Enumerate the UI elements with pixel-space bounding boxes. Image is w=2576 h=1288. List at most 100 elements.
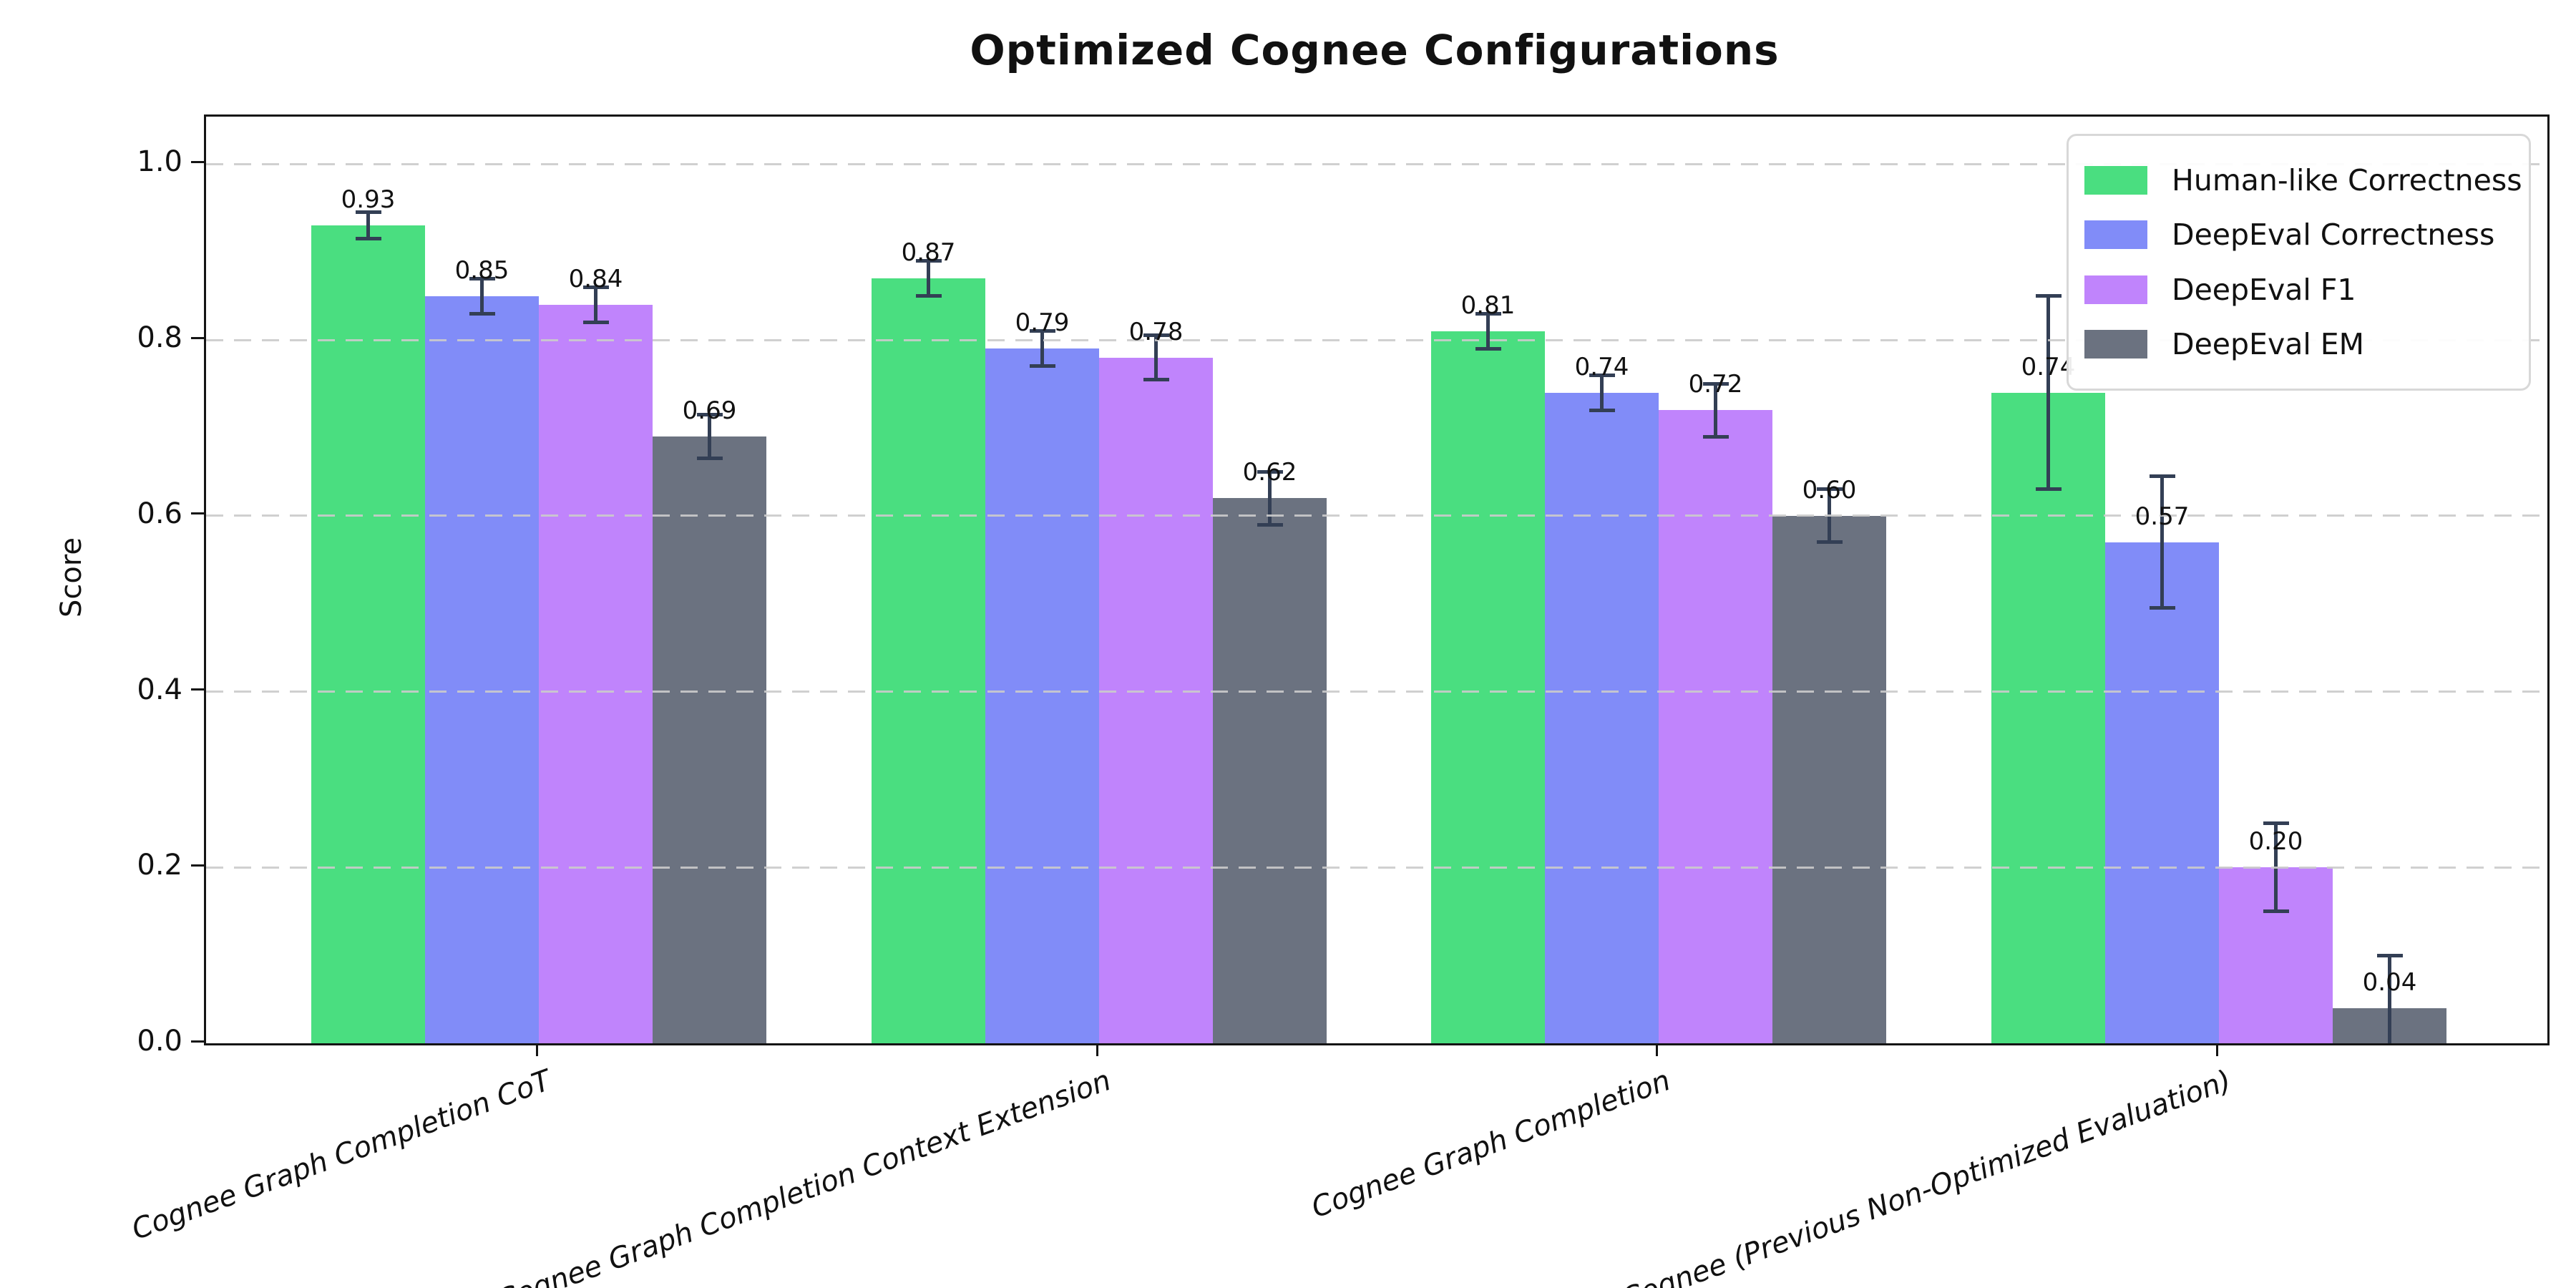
y-tick-label: 1.0 [137, 145, 182, 179]
legend-item: DeepEval EM [2084, 327, 2513, 361]
error-bar [927, 260, 930, 296]
error-bar-cap [696, 457, 723, 461]
bar-value-label: 0.69 [682, 396, 737, 426]
error-bar-cap [2149, 474, 2175, 478]
error-bar-cap [1589, 373, 1615, 377]
error-bar [480, 278, 484, 314]
gridline [206, 514, 2547, 517]
legend-label: DeepEval Correctness [2172, 218, 2495, 253]
bar-deepeval-correctness [1545, 392, 1659, 1043]
error-bar-cap [469, 311, 495, 316]
bar-value-label: 0.57 [2135, 502, 2190, 531]
bar-value-label: 0.74 [1574, 352, 1629, 381]
gridline [206, 338, 2547, 341]
error-bar-cap [1702, 434, 1729, 439]
bar-value-label: 0.74 [2021, 352, 2076, 381]
error-bar [1268, 472, 1272, 525]
bar-value-label: 0.04 [2362, 967, 2417, 997]
y-tick-mark [191, 1040, 204, 1043]
legend: Human-like Correctness DeepEval Correctne… [2067, 134, 2531, 391]
error-bar [2160, 476, 2164, 608]
x-tick-mark [1096, 1043, 1098, 1056]
y-tick-mark [191, 864, 204, 867]
x-tick-mark [535, 1043, 538, 1056]
error-bar [2388, 955, 2391, 1043]
gridline [206, 691, 2547, 693]
error-bar-cap [1702, 381, 1729, 386]
bar-value-label: 0.78 [1128, 317, 1184, 346]
bar-value-label: 0.20 [2248, 827, 2303, 857]
error-bar-cap [1257, 469, 1283, 474]
gridline [206, 866, 2547, 869]
y-tick-label: 0.8 [137, 321, 182, 355]
error-bar-cap [1257, 522, 1283, 527]
error-bar [1486, 313, 1490, 349]
error-bar-cap [1029, 329, 1055, 333]
error-bar-cap [355, 237, 381, 241]
bar-deepeval-em [1772, 515, 1886, 1043]
bar-value-label: 0.81 [1460, 291, 1516, 320]
y-tick-mark [191, 336, 204, 339]
error-bar [2046, 296, 2050, 489]
error-bar [366, 212, 370, 239]
error-bar-cap [469, 276, 495, 280]
y-tick-mark [191, 688, 204, 691]
bar-deepeval-correctness [985, 348, 1099, 1043]
bar-human-like-correctness [311, 225, 425, 1043]
bar-deepeval-f1 [1659, 410, 1772, 1043]
error-bar [1154, 335, 1158, 380]
bar-value-label: 0.62 [1242, 458, 1297, 487]
error-bar-cap [915, 258, 942, 263]
error-bar-cap [2263, 909, 2289, 914]
error-bar [594, 287, 597, 323]
error-bar-cap [1475, 311, 1501, 316]
bar-value-label: 0.84 [568, 264, 623, 293]
error-bar-cap [582, 320, 609, 324]
y-tick-mark [191, 512, 204, 515]
error-bar-cap [1816, 487, 1843, 492]
legend-item: DeepEval F1 [2084, 273, 2513, 307]
bar-human-like-correctness [1431, 331, 1545, 1043]
error-bar [1040, 331, 1044, 366]
error-bar-cap [2149, 606, 2175, 610]
x-tick-label: Cognee Graph Completion [1307, 1064, 1675, 1225]
x-tick-mark [1655, 1043, 1658, 1056]
bar-deepeval-f1 [1099, 357, 1213, 1043]
y-tick-label: 0.0 [137, 1025, 182, 1058]
legend-label: DeepEval F1 [2172, 272, 2356, 307]
y-tick-mark [191, 160, 204, 163]
error-bar-cap [1589, 408, 1615, 412]
gridline [206, 162, 2547, 165]
error-bar [708, 414, 711, 459]
error-bar-cap [2376, 953, 2403, 957]
bar-deepeval-em [653, 436, 766, 1043]
legend-swatch [2084, 329, 2147, 358]
bar-value-label: 0.85 [454, 255, 509, 285]
error-bar-cap [915, 294, 942, 298]
legend-item: DeepEval Correctness [2084, 218, 2513, 252]
error-bar-cap [2035, 487, 2062, 492]
chart-title: Optimized Cognee Configurations [970, 26, 1780, 74]
legend-item: Human-like Correctness [2084, 163, 2522, 197]
bar-value-label: 0.93 [341, 185, 396, 215]
x-tick-label: Cognee Graph Completion Context Extensio… [493, 1064, 1116, 1288]
y-tick-label: 0.4 [137, 673, 182, 706]
bar-deepeval-em [1213, 498, 1327, 1043]
x-tick-mark [2215, 1043, 2218, 1056]
error-bar-cap [2263, 821, 2289, 826]
y-axis-label: Score [55, 537, 88, 618]
bar-human-like-correctness [872, 278, 985, 1043]
error-bar-cap [1029, 364, 1055, 369]
bar-value-label: 0.72 [1688, 370, 1743, 399]
bar-deepeval-f1 [539, 304, 653, 1043]
bar-deepeval-correctness [2105, 542, 2219, 1043]
bar-value-label: 0.79 [1015, 308, 1070, 338]
error-bar [1714, 384, 1717, 437]
legend-label: DeepEval EM [2172, 326, 2365, 361]
plot-area: 0.93 0.87 0.81 0.74 0.85 0.79 0.74 0.57 0.84 0.78… [204, 114, 2550, 1045]
error-bar-cap [1475, 346, 1501, 351]
error-bar-cap [582, 285, 609, 289]
bar-human-like-correctness [1991, 392, 2105, 1043]
bar-value-label: 0.87 [901, 238, 956, 268]
